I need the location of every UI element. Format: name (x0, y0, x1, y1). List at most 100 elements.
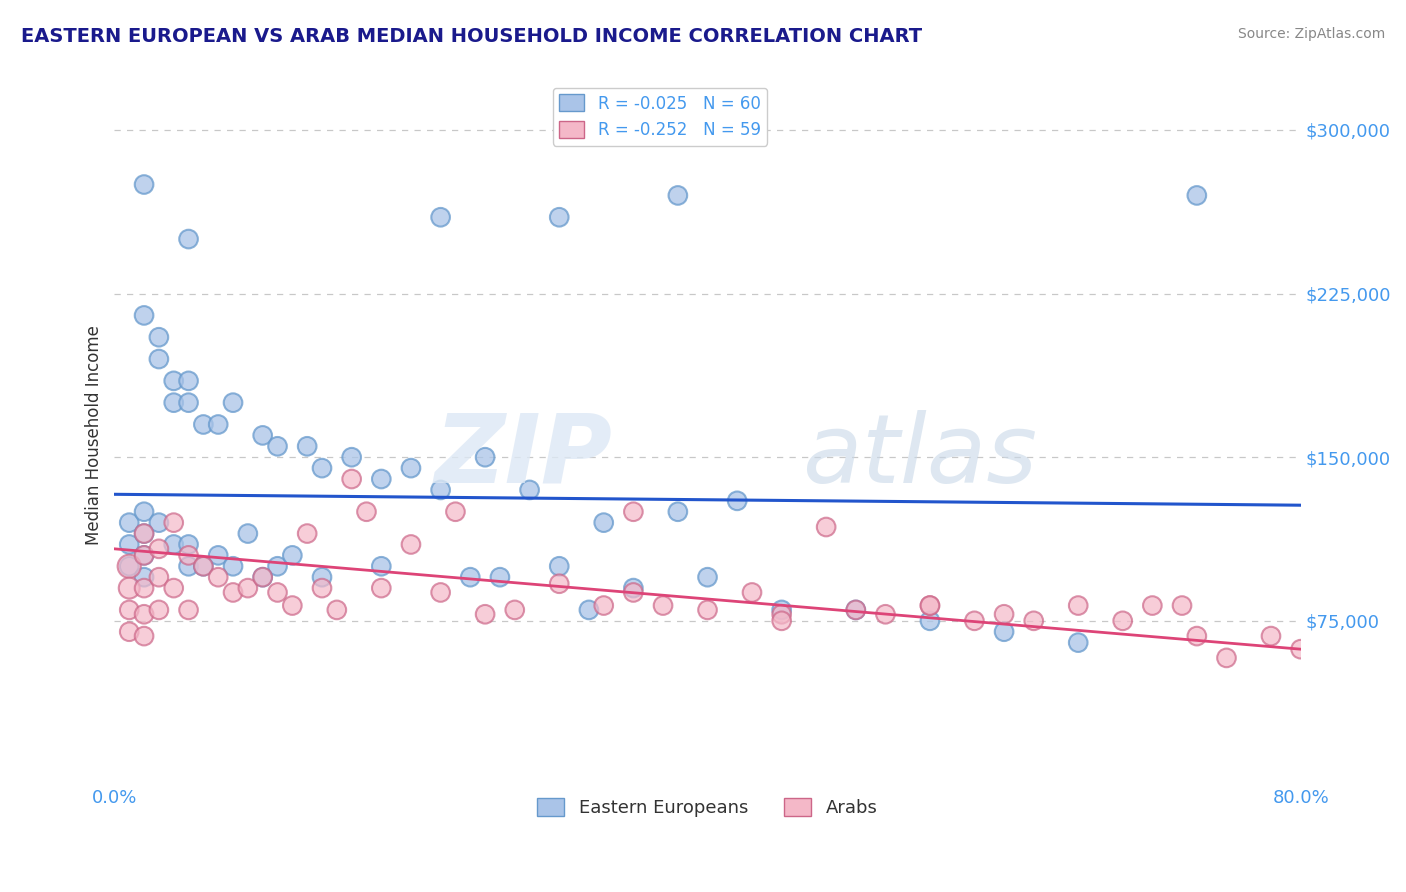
Point (1067, 635, 1090, 649)
Point (132, 607, 155, 622)
Point (918, 599, 941, 613)
Point (266, 585, 288, 599)
Point (207, 549, 229, 563)
Text: EASTERN EUROPEAN VS ARAB MEDIAN HOUSEHOLD INCOME CORRELATION CHART: EASTERN EUROPEAN VS ARAB MEDIAN HOUSEHOL… (21, 27, 922, 45)
Point (132, 505, 155, 519)
Point (207, 417, 229, 432)
Point (770, 614, 793, 628)
Point (845, 603, 868, 617)
Point (326, 603, 349, 617)
Point (429, 211, 451, 225)
Point (281, 549, 304, 563)
Point (340, 472, 363, 486)
Point (132, 549, 155, 563)
Point (696, 570, 718, 584)
Point (696, 603, 718, 617)
Point (193, 559, 215, 574)
Point (177, 603, 200, 617)
Point (132, 549, 155, 563)
Point (489, 570, 512, 584)
Point (132, 309, 155, 323)
Y-axis label: Median Household Income: Median Household Income (86, 326, 103, 545)
Point (222, 559, 245, 574)
Point (621, 581, 644, 595)
Point (311, 461, 333, 475)
Point (875, 607, 897, 622)
Point (236, 581, 259, 595)
Point (1067, 599, 1090, 613)
Point (177, 232, 200, 246)
Point (592, 516, 614, 530)
Point (474, 607, 496, 622)
Point (1289, 642, 1312, 657)
Point (132, 570, 155, 584)
Point (370, 581, 392, 595)
Point (399, 537, 422, 551)
Point (666, 188, 689, 202)
Point (148, 330, 170, 344)
Point (340, 450, 363, 465)
Point (548, 576, 571, 591)
Point (222, 585, 245, 599)
Point (163, 537, 186, 551)
Point (578, 603, 600, 617)
Point (993, 607, 1015, 622)
Point (118, 559, 141, 574)
Point (429, 585, 451, 599)
Point (252, 570, 274, 584)
Point (148, 541, 170, 556)
Point (1142, 599, 1164, 613)
Point (207, 570, 229, 584)
Point (1215, 651, 1237, 665)
Point (993, 624, 1015, 639)
Point (503, 603, 526, 617)
Point (252, 570, 274, 584)
Point (118, 559, 141, 574)
Point (815, 520, 838, 534)
Text: ZIP: ZIP (434, 409, 613, 503)
Point (356, 505, 378, 519)
Point (118, 516, 141, 530)
Point (118, 624, 141, 639)
Point (148, 603, 170, 617)
Point (1022, 614, 1045, 628)
Point (1185, 188, 1208, 202)
Point (370, 559, 392, 574)
Point (132, 178, 155, 192)
Point (193, 559, 215, 574)
Point (148, 570, 170, 584)
Point (311, 581, 333, 595)
Point (163, 374, 186, 388)
Point (845, 603, 868, 617)
Text: atlas: atlas (803, 409, 1038, 503)
Point (548, 211, 571, 225)
Point (132, 629, 155, 643)
Point (177, 537, 200, 551)
Point (252, 428, 274, 442)
Point (148, 352, 170, 367)
Point (132, 526, 155, 541)
Point (311, 570, 333, 584)
Point (652, 599, 675, 613)
Point (118, 581, 141, 595)
Point (592, 599, 614, 613)
Point (918, 614, 941, 628)
Point (474, 450, 496, 465)
Point (963, 614, 986, 628)
Point (770, 607, 793, 622)
Point (519, 483, 541, 497)
Point (621, 585, 644, 599)
Point (118, 603, 141, 617)
Point (177, 374, 200, 388)
Point (1260, 629, 1282, 643)
Point (370, 472, 392, 486)
Point (548, 559, 571, 574)
Legend: Eastern Europeans, Arabs: Eastern Europeans, Arabs (530, 790, 884, 824)
Point (918, 599, 941, 613)
Point (1171, 599, 1194, 613)
Point (741, 585, 763, 599)
Point (118, 537, 141, 551)
Point (132, 581, 155, 595)
Point (177, 549, 200, 563)
Point (163, 516, 186, 530)
